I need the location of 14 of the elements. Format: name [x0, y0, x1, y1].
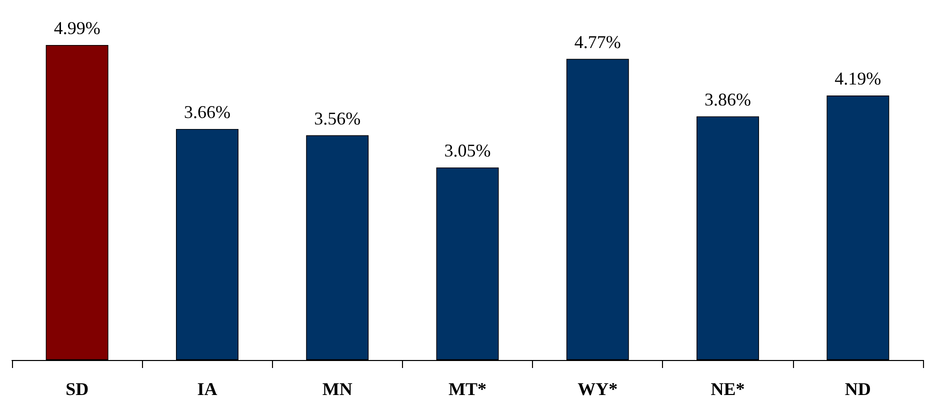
x-tick-label: MN: [322, 379, 352, 399]
x-tick-label: WY*: [578, 379, 618, 399]
x-tick-label: IA: [197, 379, 218, 399]
x-tick-label: ND: [844, 379, 871, 399]
data-label: 4.19%: [834, 68, 882, 88]
data-label: 3.66%: [184, 102, 230, 122]
x-tick-label: NE*: [710, 379, 745, 399]
data-label: 4.77%: [574, 32, 621, 52]
data-label: 4.99%: [54, 18, 100, 38]
x-tick-label: MT*: [448, 379, 486, 399]
data-label: 3.86%: [704, 89, 752, 110]
data-label: 3.05%: [444, 140, 491, 160]
x-tick-label: SD: [66, 379, 89, 399]
data-label: 3.56%: [314, 108, 361, 128]
